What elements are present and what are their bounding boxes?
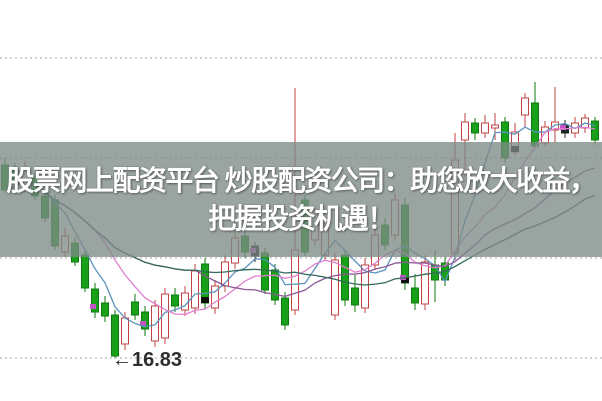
candle-body — [121, 317, 129, 345]
candle-body — [531, 102, 539, 147]
candle-body — [81, 254, 89, 289]
candle-body — [481, 122, 489, 134]
candle-body — [171, 294, 179, 307]
candle-body — [551, 121, 559, 131]
signal-marker-purple — [140, 321, 146, 326]
low-price-annotation: ←16.83 — [112, 349, 183, 371]
signal-marker-purple — [560, 125, 566, 130]
candle-body — [151, 305, 159, 342]
candle-body — [211, 285, 219, 309]
signal-marker-purple — [90, 304, 96, 309]
candle-body — [351, 287, 359, 306]
candle-body — [191, 270, 199, 309]
ma-line-MA5 — [4, 122, 596, 328]
signal-marker-black — [201, 297, 209, 303]
candle-body — [521, 97, 529, 116]
candle-body — [141, 311, 149, 330]
candle-body — [471, 122, 479, 134]
candle-body — [271, 269, 279, 301]
ad-banner-overlay: 股票网上配资平台 炒股配资公司：助您放大收益， 把握投资机遇！ — [0, 142, 602, 257]
candle-body — [461, 121, 469, 141]
ad-banner-text-line2: 把握投资机遇！ — [208, 202, 395, 234]
candle-body — [101, 302, 109, 317]
candle-body — [91, 288, 99, 313]
candle-body — [341, 254, 349, 301]
candle-body — [261, 252, 269, 291]
candle-body — [331, 259, 339, 316]
candle-body — [291, 249, 299, 311]
candle-body — [181, 292, 189, 311]
candle-body — [361, 264, 369, 309]
candle-body — [131, 301, 139, 316]
ad-banner-text-line1: 股票网上配资平台 炒股配资公司：助您放大收益， — [6, 164, 597, 196]
candle-body — [491, 124, 499, 129]
candle-body — [421, 261, 429, 305]
candle-body — [591, 120, 599, 141]
candle-body — [411, 287, 419, 304]
candle-body — [111, 314, 119, 357]
candle-body — [281, 297, 289, 326]
